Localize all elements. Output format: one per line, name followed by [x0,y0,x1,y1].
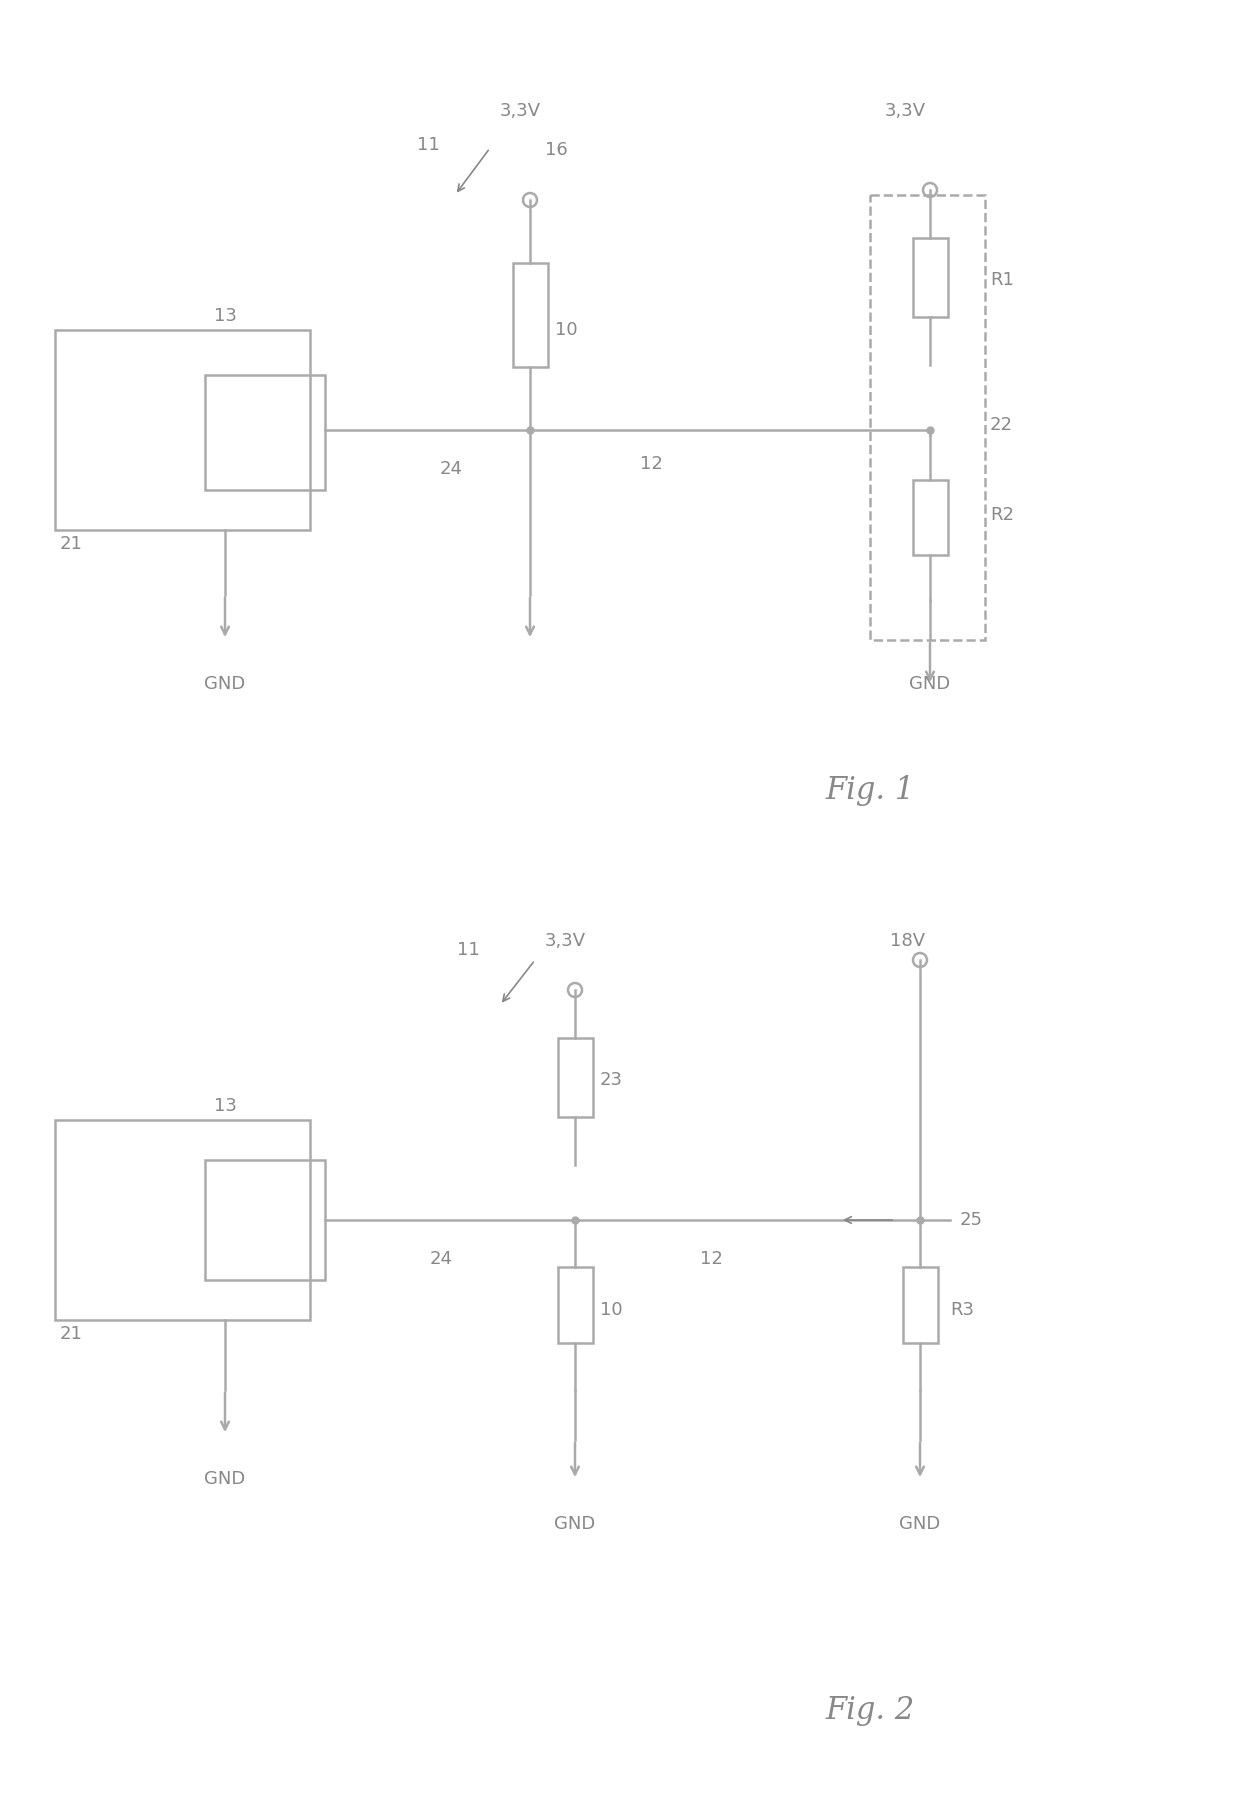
Text: 22: 22 [990,416,1013,434]
Bar [205,1160,325,1281]
Text: Fig. 2: Fig. 2 [826,1695,915,1725]
Text: GND: GND [205,1470,246,1488]
Bar [512,263,548,367]
Text: GND: GND [899,1515,941,1533]
Text: 13: 13 [213,306,237,324]
Bar [870,195,985,639]
Text: R3: R3 [950,1300,973,1318]
Text: R1: R1 [990,270,1014,288]
Text: 11: 11 [417,137,440,155]
Text: Fig. 1: Fig. 1 [826,774,915,805]
Text: R2: R2 [990,506,1014,524]
Text: 18V: 18V [890,931,925,949]
Bar [903,1266,937,1344]
Text: 23: 23 [600,1072,622,1090]
Text: 25: 25 [960,1210,983,1228]
Text: GND: GND [554,1515,595,1533]
Text: 3,3V: 3,3V [884,103,925,121]
Text: GND: GND [205,675,246,693]
Text: 12: 12 [640,456,663,474]
Text: 3,3V: 3,3V [546,931,587,949]
Text: 16: 16 [546,140,568,158]
Text: 3,3V: 3,3V [500,103,541,121]
Text: 21: 21 [60,1326,83,1344]
Text: 10: 10 [600,1300,622,1318]
Bar [55,1120,310,1320]
Bar [558,1266,593,1344]
Text: 13: 13 [213,1097,237,1115]
Text: 11: 11 [458,940,480,958]
Bar [913,481,947,555]
Text: GND: GND [909,675,951,693]
Bar [558,1037,593,1117]
Bar [55,330,310,529]
Text: 24: 24 [430,1250,453,1268]
Bar [913,238,947,317]
Text: 24: 24 [440,459,463,477]
Text: 12: 12 [701,1250,723,1268]
Text: 10: 10 [556,321,578,339]
Bar [205,375,325,490]
Text: 21: 21 [60,535,83,553]
